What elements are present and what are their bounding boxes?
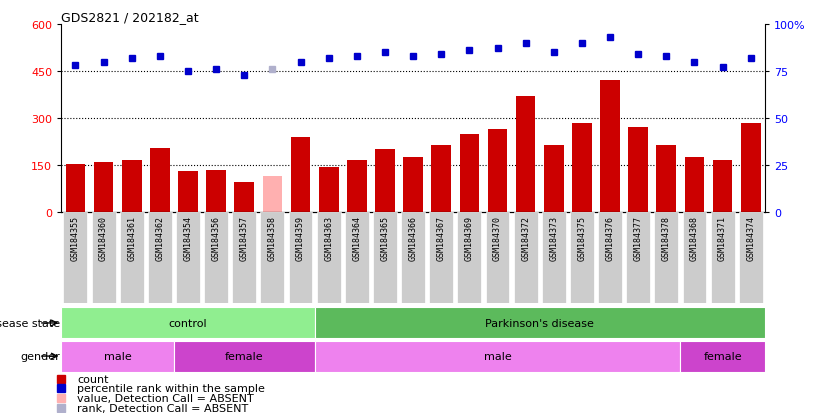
Bar: [654, 213, 678, 304]
Text: control: control: [169, 318, 207, 328]
Text: GSM184356: GSM184356: [212, 216, 221, 260]
Bar: [176, 213, 200, 304]
Text: GSM184378: GSM184378: [662, 216, 671, 260]
Bar: [403, 158, 423, 213]
Text: GSM184370: GSM184370: [493, 216, 502, 260]
Bar: [685, 158, 704, 213]
Bar: [260, 213, 285, 304]
Text: GSM184354: GSM184354: [183, 216, 192, 260]
Bar: [401, 213, 425, 304]
Bar: [682, 213, 707, 304]
Text: GSM184363: GSM184363: [324, 216, 333, 260]
Bar: [375, 150, 395, 213]
Bar: [204, 213, 228, 304]
Bar: [598, 213, 622, 304]
Bar: [317, 213, 340, 304]
Bar: [94, 163, 114, 213]
Bar: [347, 161, 366, 213]
Bar: [431, 145, 451, 213]
Text: female: female: [225, 351, 263, 361]
Text: rank, Detection Call = ABSENT: rank, Detection Call = ABSENT: [77, 403, 249, 413]
Bar: [712, 161, 732, 213]
Bar: [290, 138, 310, 213]
Bar: [572, 123, 591, 213]
Text: male: male: [104, 351, 132, 361]
Text: GSM184377: GSM184377: [634, 216, 643, 260]
Bar: [488, 130, 507, 213]
Text: disease state: disease state: [0, 318, 60, 328]
Text: Parkinson's disease: Parkinson's disease: [485, 318, 594, 328]
Text: male: male: [483, 351, 511, 361]
Bar: [514, 213, 537, 304]
Text: GSM184357: GSM184357: [240, 216, 249, 260]
Text: GSM184355: GSM184355: [71, 216, 80, 260]
Text: GSM184371: GSM184371: [718, 216, 727, 260]
Bar: [681, 341, 765, 372]
Bar: [486, 213, 510, 304]
Text: GSM184365: GSM184365: [380, 216, 389, 260]
Bar: [542, 213, 566, 304]
Bar: [64, 213, 88, 304]
Bar: [457, 213, 481, 304]
Text: percentile rank within the sample: percentile rank within the sample: [77, 384, 265, 394]
Bar: [315, 341, 681, 372]
Text: GSM184361: GSM184361: [127, 216, 137, 260]
Bar: [627, 213, 650, 304]
Text: gender: gender: [20, 351, 60, 361]
Bar: [516, 97, 536, 213]
Bar: [148, 213, 172, 304]
Text: GSM184358: GSM184358: [267, 216, 277, 260]
Bar: [373, 213, 397, 304]
Bar: [263, 177, 282, 213]
Bar: [92, 213, 115, 304]
Bar: [178, 172, 198, 213]
Bar: [122, 161, 142, 213]
Text: GSM184375: GSM184375: [578, 216, 587, 260]
Text: GSM184367: GSM184367: [437, 216, 446, 260]
Bar: [315, 308, 765, 339]
Bar: [232, 213, 256, 304]
Bar: [319, 167, 339, 213]
Bar: [61, 308, 315, 339]
Text: count: count: [77, 374, 109, 384]
Text: value, Detection Call = ABSENT: value, Detection Call = ABSENT: [77, 393, 254, 403]
Bar: [150, 149, 169, 213]
Text: GSM184372: GSM184372: [521, 216, 530, 260]
Bar: [739, 213, 762, 304]
Text: GSM184360: GSM184360: [99, 216, 108, 260]
Bar: [429, 213, 453, 304]
Bar: [628, 128, 648, 213]
Bar: [65, 164, 85, 213]
Text: GSM184369: GSM184369: [465, 216, 474, 260]
Bar: [657, 145, 676, 213]
Text: GSM184376: GSM184376: [605, 216, 614, 260]
Text: GSM184373: GSM184373: [549, 216, 559, 260]
Bar: [119, 213, 144, 304]
Text: GSM184364: GSM184364: [353, 216, 362, 260]
Text: GSM184362: GSM184362: [155, 216, 164, 260]
Bar: [544, 145, 564, 213]
Text: GSM184374: GSM184374: [746, 216, 755, 260]
Bar: [460, 134, 479, 213]
Bar: [741, 123, 761, 213]
Text: GSM184366: GSM184366: [408, 216, 418, 260]
Text: female: female: [703, 351, 742, 361]
Bar: [61, 341, 174, 372]
Bar: [345, 213, 369, 304]
Bar: [235, 183, 254, 213]
Bar: [174, 341, 315, 372]
Bar: [711, 213, 735, 304]
Text: GDS2821 / 202182_at: GDS2821 / 202182_at: [61, 11, 199, 24]
Bar: [600, 81, 620, 213]
Text: GSM184359: GSM184359: [296, 216, 305, 260]
Text: GSM184368: GSM184368: [690, 216, 699, 260]
Bar: [570, 213, 594, 304]
Bar: [206, 171, 226, 213]
Bar: [289, 213, 312, 304]
